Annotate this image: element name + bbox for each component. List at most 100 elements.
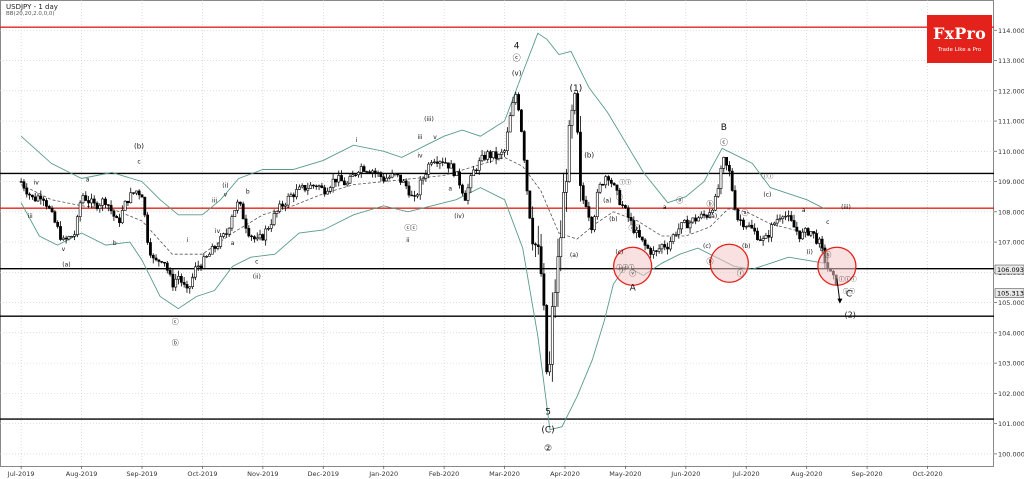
candle-body [47,206,51,209]
candle-body [475,169,478,172]
wave-label: (a) [603,198,611,205]
candle-body [618,190,622,206]
candle-body [787,215,790,217]
candle-body [685,219,689,229]
candle-body [775,219,779,224]
candle-body [736,208,740,221]
wave-label: (a) [570,252,578,259]
candle-body [199,265,203,269]
wave-label: c [137,158,140,165]
candle-body [505,131,509,152]
y-tick-label: 107.000 [998,239,1024,247]
candle-body [486,151,490,160]
candle-body [182,282,186,285]
candle-body [278,203,282,212]
wave-label: ⓘⓘⓘ [839,275,857,283]
wave-label: B [721,123,727,133]
candle-body [22,181,26,189]
candle-body [500,151,504,155]
wave-label: ⓐ [676,197,683,205]
wave-label: iv [417,152,423,159]
candle-body [778,218,782,220]
candle-body [348,176,352,184]
candle-body [711,209,714,213]
wave-label: iv [34,180,40,187]
candle-body [112,210,116,217]
y-tick-label: 109.000 [998,178,1024,186]
candle-body [511,102,515,117]
candle-body [567,125,571,182]
candle-body [281,203,284,207]
candle-body [531,217,535,245]
candle-body [593,216,596,231]
wave-label: ⓘⓘ [761,173,773,181]
candle-body [438,161,442,164]
candle-body [213,246,217,249]
candle-body [191,276,194,288]
wave-label: ⓒ [720,138,728,147]
candle-body [472,169,476,176]
candle-body [441,161,445,163]
candle-body [652,250,655,255]
candle-body [595,191,599,217]
highlight-circle [709,243,749,283]
candle-body [328,187,332,192]
candle-body [84,195,88,201]
candle-body [508,115,512,133]
candle-body [514,94,518,103]
wave-label: ⓐ [742,209,749,217]
candle-body [354,174,357,176]
candle-body [615,184,619,191]
projection-arrow-line [836,278,841,303]
candle-body [708,212,712,218]
candle-body [416,194,419,197]
candle-body [345,182,349,186]
candle-body [663,244,667,248]
y-tick-label: 102.000 [998,390,1024,398]
candle-body [132,192,135,194]
wave-label: (a) [62,261,70,268]
candle-body [244,218,248,229]
candle-body [536,244,540,247]
wave-label: a [231,240,235,247]
logo-tagline: Trade Like a Pro [937,47,982,53]
wave-label: ⓘ [619,266,625,274]
candle-body [98,205,102,209]
candle-body [494,151,498,159]
candle-body [469,175,473,189]
bollinger-bands [20,32,826,431]
candle-body [61,237,65,240]
wave-label: b [113,240,117,247]
wave-label: 4 [514,41,520,51]
candle-body [253,236,256,240]
y-tick-label: 111.000 [998,118,1024,126]
candle-body [320,185,324,188]
x-tick-label: Oct-2019 [187,470,217,478]
candle-body [149,242,152,256]
candle-body [368,171,372,174]
wave-label: (iii) [841,204,851,211]
x-tick-label: Jul-2019 [7,470,35,478]
candle-body [379,172,383,178]
candle-body [337,175,341,183]
candle-body [109,205,113,212]
highlight-circle [613,246,653,286]
candle-body [115,216,119,219]
candle-body [573,93,577,111]
candle-body [25,187,29,195]
candle-body [722,157,726,169]
candle-body [351,174,355,177]
candle-body [756,230,759,241]
wave-label: ⓘⓘ [619,179,631,187]
candle-body [458,171,461,186]
candle-body [238,201,242,205]
candle-body [643,239,647,246]
candle-body [357,172,360,176]
candle-body [261,234,265,241]
candle-body [444,162,447,164]
chart-title: USDJPY - 1 day [6,3,58,11]
candle-body [376,172,380,174]
candle-body [590,216,594,231]
candle-body [570,109,574,126]
candles [19,90,838,382]
